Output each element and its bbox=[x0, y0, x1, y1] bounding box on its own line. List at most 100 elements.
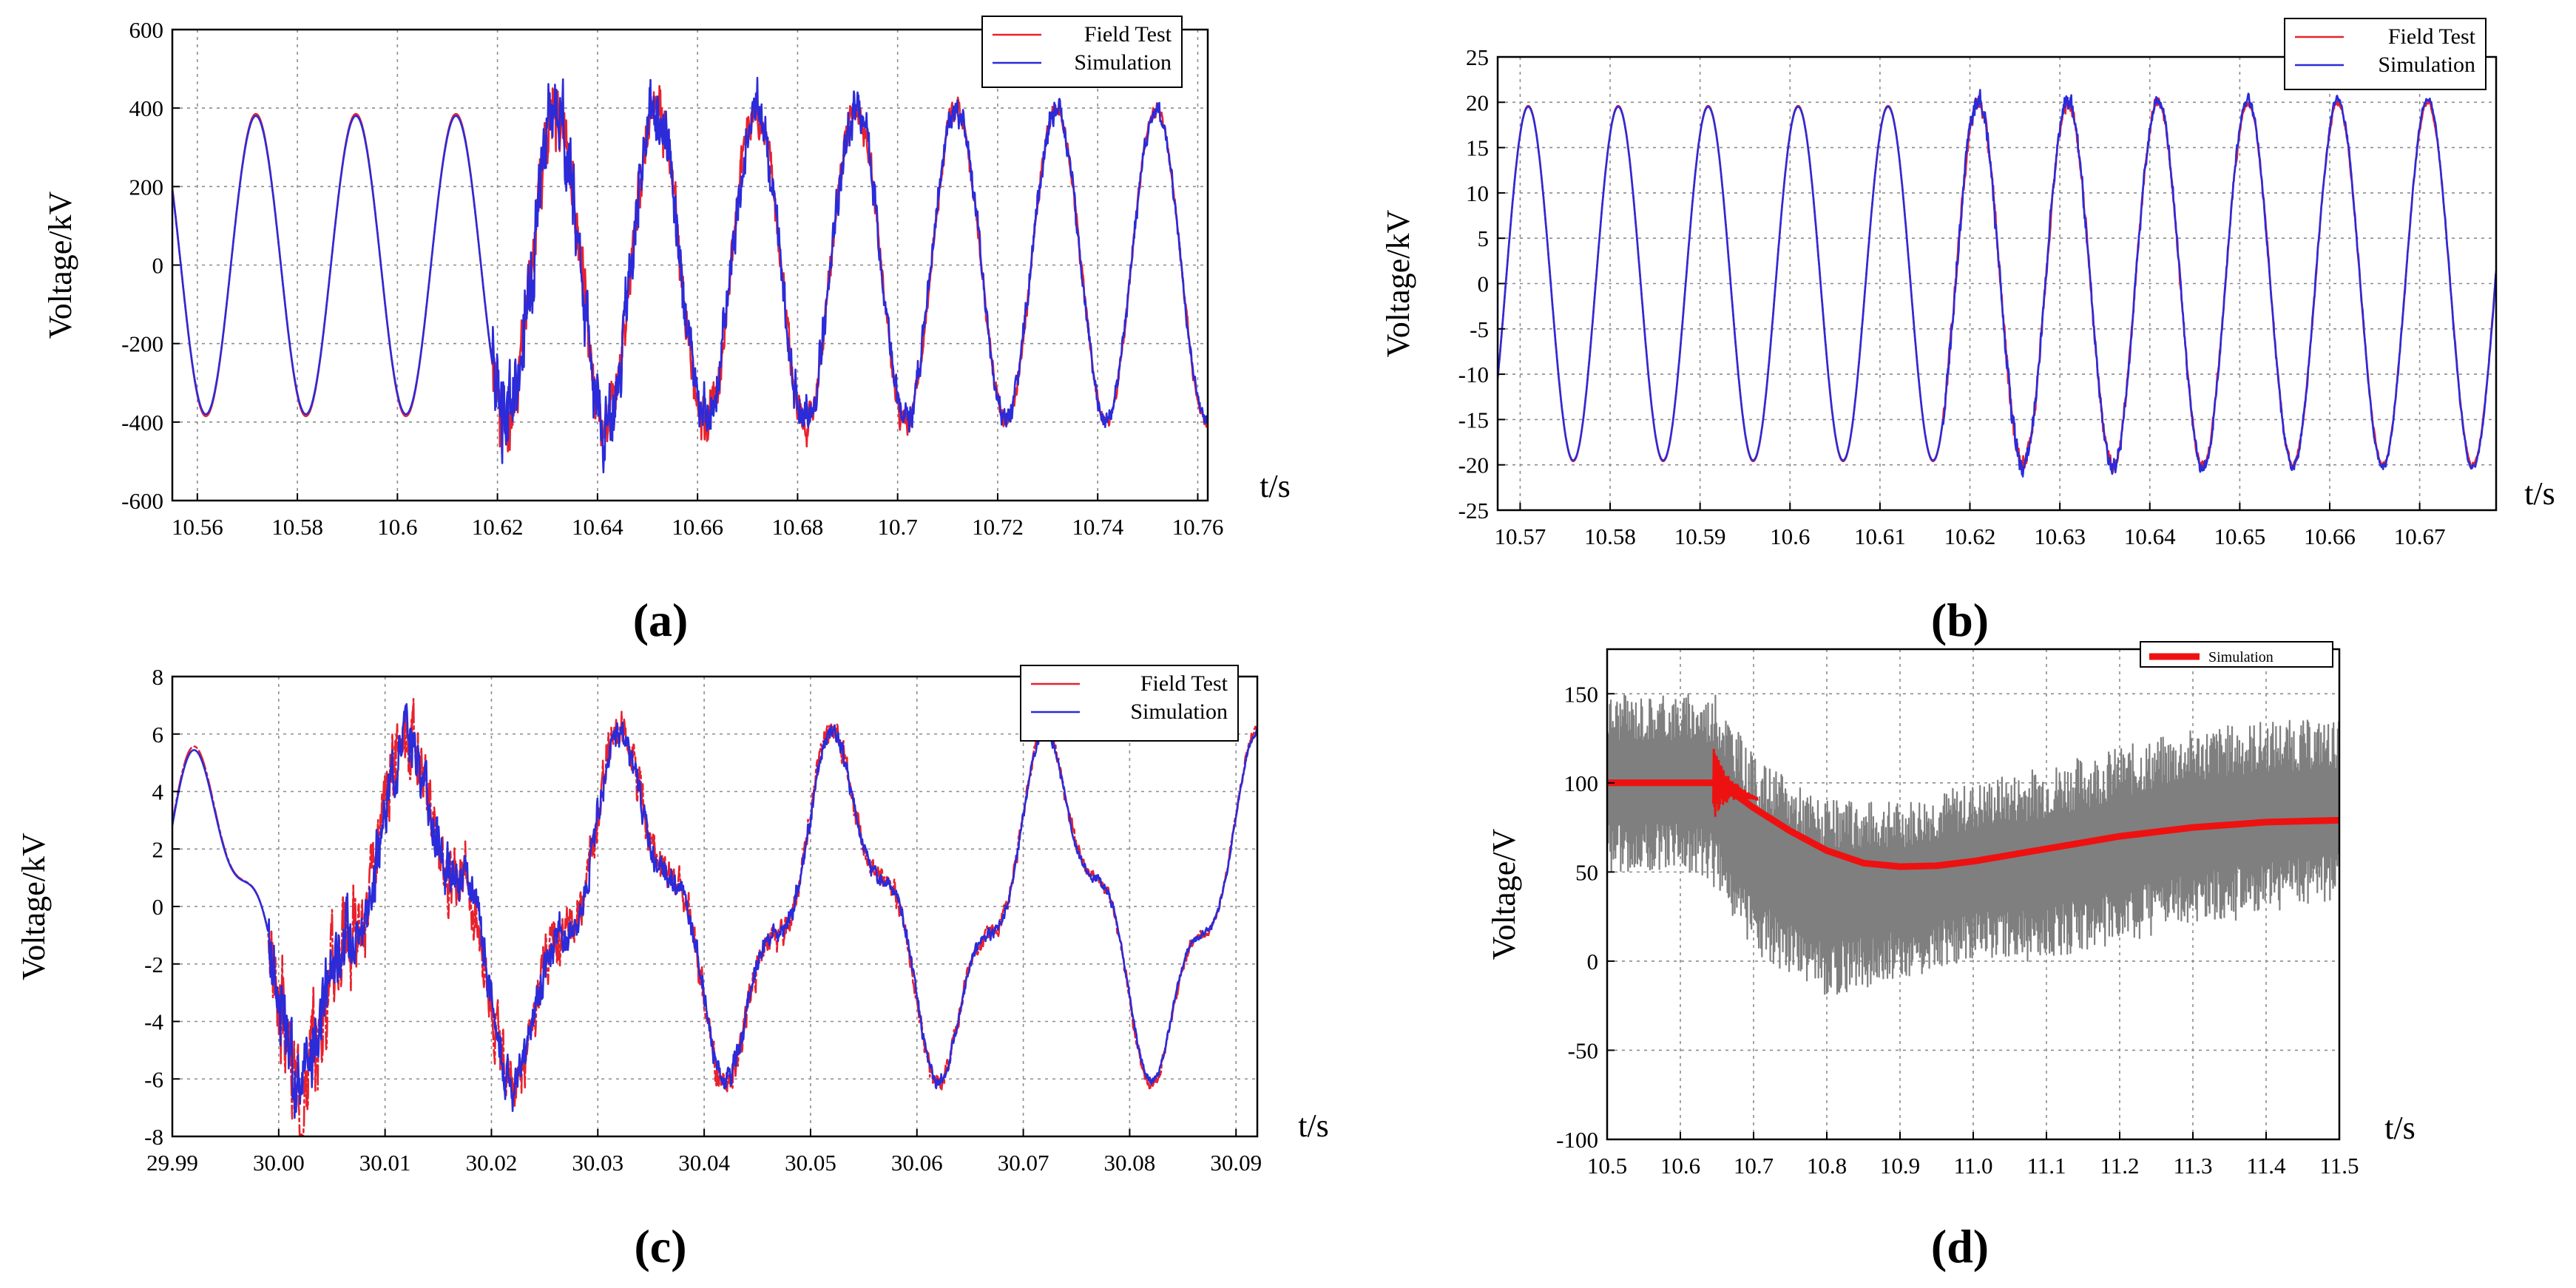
x-tick-label: 30.08 bbox=[1104, 1150, 1156, 1176]
panel-label: (d) bbox=[1931, 1220, 1989, 1272]
x-tick-label: 10.76 bbox=[1172, 514, 1224, 540]
x-tick-label: 11.1 bbox=[2026, 1153, 2066, 1179]
plot-area bbox=[172, 76, 1208, 474]
chart-panel-a: 10.56 10.58 10.6 10.62 10.64 10.66 10.68 10.7 10… bbox=[42, 16, 1291, 646]
x-tick-label: 30.02 bbox=[466, 1150, 518, 1176]
legend-label: Simulation bbox=[2378, 52, 2475, 77]
x-tick-label: 10.9 bbox=[1880, 1153, 1920, 1179]
plot-area bbox=[1607, 693, 2339, 995]
x-tick-label: 11.2 bbox=[2100, 1153, 2139, 1179]
x-tick-label: 10.63 bbox=[2034, 523, 2086, 549]
y-axis-label: Voltage/kV bbox=[42, 191, 78, 339]
y-tick-label: 20 bbox=[1466, 89, 1489, 115]
plot-area bbox=[172, 698, 1257, 1136]
legend: Field Test Simulation bbox=[1020, 665, 1239, 742]
series-line-simulation bbox=[1498, 89, 2496, 478]
x-tick-label: 10.7 bbox=[1734, 1153, 1774, 1179]
y-tick-label: 4 bbox=[152, 779, 164, 805]
legend-label: Field Test bbox=[1084, 22, 1172, 47]
x-tick-label: 10.6 bbox=[1770, 523, 1810, 549]
legend-box bbox=[981, 16, 1183, 88]
x-tick-label: 10.58 bbox=[271, 514, 323, 540]
y-tick-label: 200 bbox=[129, 174, 164, 200]
x-tick-label: 10.68 bbox=[772, 514, 824, 540]
x-tick-label: 10.7 bbox=[878, 514, 918, 540]
x-tick-label: 30.01 bbox=[359, 1150, 411, 1176]
x-tick-label: 30.06 bbox=[891, 1150, 943, 1176]
y-tick-label: 600 bbox=[129, 17, 164, 43]
x-tick-label: 10.65 bbox=[2214, 523, 2266, 549]
x-tick-label: 10.58 bbox=[1584, 523, 1636, 549]
chart-panel-d: 10.5 10.6 10.7 10.8 10.9 11.0 11.1 11.2 11.3 11.4… bbox=[1486, 641, 2416, 1272]
legend-label: Simulation bbox=[2208, 649, 2274, 665]
series-line-field-test bbox=[172, 85, 1208, 453]
series-line-simulation bbox=[172, 76, 1208, 474]
plot-area bbox=[1498, 89, 2496, 478]
legend-label: Simulation bbox=[1130, 699, 1228, 724]
x-tick-label: 10.66 bbox=[2304, 523, 2356, 549]
panel-label: (c) bbox=[634, 1220, 686, 1272]
y-tick-label: 10 bbox=[1466, 180, 1489, 206]
x-tick-label: 11.3 bbox=[2173, 1153, 2212, 1179]
panel-label: (a) bbox=[633, 594, 689, 646]
x-tick-label: 29.99 bbox=[146, 1150, 198, 1176]
x-axis-label: t/s bbox=[2524, 475, 2555, 512]
y-tick-label: 25 bbox=[1466, 44, 1489, 70]
x-tick-label: 10.56 bbox=[172, 514, 223, 540]
y-tick-label: -400 bbox=[121, 410, 163, 435]
series-line-simulation bbox=[172, 702, 1257, 1119]
x-tick-label: 10.8 bbox=[1807, 1153, 1847, 1179]
series-line-field-test bbox=[1498, 95, 2496, 474]
x-tick-label: 10.64 bbox=[2124, 523, 2176, 549]
chart-panel-b: 10.57 10.58 10.59 10.6 10.61 10.62 10.63 10.64 1… bbox=[1380, 18, 2555, 646]
x-tick-label: 10.5 bbox=[1587, 1153, 1627, 1179]
grid bbox=[172, 30, 1208, 501]
x-tick-label: 30.05 bbox=[785, 1150, 836, 1176]
x-tick-label: 30.03 bbox=[572, 1150, 623, 1176]
series-line-simulation bbox=[1607, 779, 2339, 870]
x-tick-label: 10.62 bbox=[1944, 523, 1996, 549]
y-tick-label: -4 bbox=[144, 1009, 163, 1035]
y-tick-label: -10 bbox=[1458, 362, 1489, 387]
y-tick-label: 100 bbox=[1564, 770, 1599, 796]
legend: Simulation bbox=[2140, 641, 2333, 668]
x-axis-label: t/s bbox=[1298, 1108, 1329, 1144]
x-tick-label: 10.59 bbox=[1674, 523, 1726, 549]
y-tick-label: 5 bbox=[1478, 226, 1490, 251]
x-tick-label: 10.57 bbox=[1495, 523, 1546, 549]
y-tick-label: 150 bbox=[1564, 681, 1599, 707]
x-tick-label: 10.62 bbox=[472, 514, 524, 540]
x-tick-label: 10.66 bbox=[672, 514, 723, 540]
legend-box bbox=[2284, 18, 2487, 90]
x-tick-label: 10.64 bbox=[572, 514, 623, 540]
y-axis-label: Voltage/V bbox=[1486, 828, 1522, 960]
y-tick-label: -200 bbox=[121, 331, 163, 357]
y-tick-label: 0 bbox=[152, 894, 164, 920]
y-tick-label: -25 bbox=[1458, 498, 1489, 523]
y-tick-label: -50 bbox=[1568, 1037, 1598, 1063]
legend: Field Test Simulation bbox=[981, 16, 1183, 88]
y-tick-label: -600 bbox=[121, 488, 163, 514]
chart-panel-c: 29.99 30.00 30.01 30.02 30.03 30.04 30.05 30.06… bbox=[16, 664, 1329, 1272]
y-tick-label: 0 bbox=[1587, 949, 1599, 975]
x-axis-label: t/s bbox=[1260, 468, 1291, 504]
x-tick-label: 10.6 bbox=[1660, 1153, 1700, 1179]
y-tick-label: 0 bbox=[152, 253, 164, 279]
legend: Field Test Simulation bbox=[2284, 18, 2487, 90]
x-tick-label: 10.67 bbox=[2394, 523, 2446, 549]
x-tick-label: 10.6 bbox=[377, 514, 417, 540]
x-tick-label: 11.0 bbox=[1953, 1153, 1992, 1179]
x-tick-label: 30.09 bbox=[1210, 1150, 1262, 1176]
y-tick-label: -5 bbox=[1470, 316, 1489, 342]
x-tick-label: 11.4 bbox=[2246, 1153, 2286, 1179]
y-tick-label: 6 bbox=[152, 722, 164, 748]
y-tick-label: -100 bbox=[1556, 1127, 1598, 1153]
x-tick-label: 10.72 bbox=[972, 514, 1024, 540]
y-tick-label: 8 bbox=[152, 664, 164, 690]
y-tick-label: 50 bbox=[1575, 859, 1598, 885]
y-tick-label: -2 bbox=[144, 952, 163, 977]
x-axis-label: t/s bbox=[2384, 1110, 2416, 1146]
y-axis-label: Voltage/kV bbox=[16, 833, 52, 980]
y-tick-label: 0 bbox=[1478, 271, 1490, 297]
